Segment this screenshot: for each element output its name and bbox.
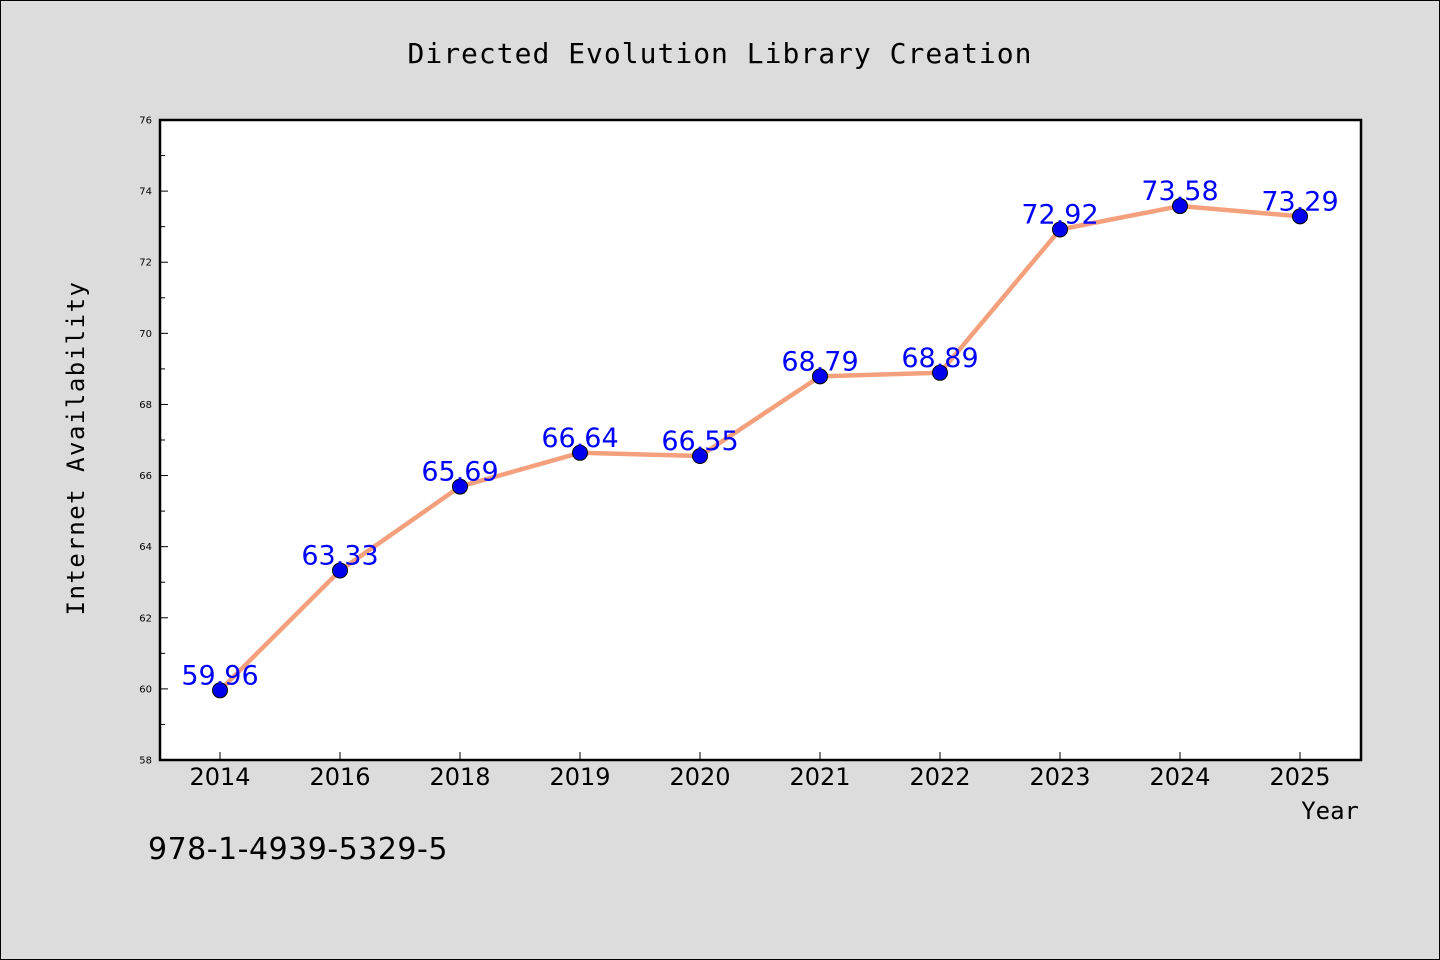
- data-point: [812, 368, 828, 385]
- data-labels: 59.96 63.33 65.69 66.64 66.55 68.79 68.89 72.92…: [181, 176, 1338, 691]
- y-tick-label: 62: [139, 613, 152, 624]
- y-tick-label: 60: [139, 684, 152, 695]
- x-tick-label: 2022: [909, 763, 970, 791]
- x-tick-label: 2020: [669, 763, 730, 791]
- data-label: 73.58: [1141, 176, 1218, 207]
- data-point: [572, 444, 588, 461]
- data-point: [332, 562, 348, 579]
- plot-area: [158, 118, 1363, 762]
- y-tick-label: 74: [139, 187, 152, 198]
- data-label: 59.96: [181, 660, 258, 691]
- data-label: 63.33: [301, 540, 378, 571]
- data-label: 66.55: [661, 426, 738, 457]
- chart-title: Directed Evolution Library Creation: [407, 37, 1032, 70]
- x-tick-label: 2024: [1149, 763, 1210, 791]
- data-point: [452, 478, 468, 495]
- data-point: [1052, 221, 1068, 238]
- series-line-group: [217, 203, 1303, 693]
- y-tick-label: 70: [139, 329, 152, 340]
- data-point: [692, 448, 708, 464]
- data-label: 68.79: [781, 346, 858, 377]
- x-axis-label: Year: [1301, 797, 1359, 825]
- data-label: 73.29: [1261, 186, 1338, 217]
- x-tick-label: 2018: [429, 763, 490, 791]
- x-tick-label: 2025: [1269, 763, 1330, 791]
- x-tick-label: 2023: [1029, 763, 1090, 791]
- data-label: 65.69: [421, 457, 498, 488]
- series-line: [217, 203, 1303, 693]
- y-axis-label: Internet Availability: [62, 281, 90, 616]
- data-point: [932, 364, 948, 381]
- y-tick-label: 68: [139, 400, 152, 411]
- y-tick-label: 66: [139, 471, 152, 482]
- y-tick-label: 72: [139, 258, 152, 269]
- data-point: [212, 682, 228, 699]
- isbn-caption: 978-1-4939-5329-5: [148, 832, 448, 867]
- y-axis: 58 60 62 64 66 68 70 72 74 76: [139, 116, 168, 767]
- data-point: [1292, 208, 1308, 225]
- x-tick-label: 2019: [549, 763, 610, 791]
- data-label: 68.89: [901, 343, 978, 374]
- y-tick-label: 64: [139, 542, 152, 553]
- data-label: 72.92: [1021, 200, 1098, 231]
- y-tick-label: 76: [139, 116, 152, 127]
- y-tick-label: 58: [139, 756, 152, 767]
- x-tick-label: 2014: [189, 763, 250, 791]
- x-tick-label: 2016: [309, 763, 370, 791]
- x-tick-label: 2021: [789, 763, 850, 791]
- data-point: [1172, 198, 1188, 215]
- data-markers: [212, 198, 1308, 699]
- data-label: 66.64: [541, 423, 618, 454]
- x-axis: 2014 2016 2018 2019 2020 2021 2022 2023 2024 2025: [189, 752, 1331, 791]
